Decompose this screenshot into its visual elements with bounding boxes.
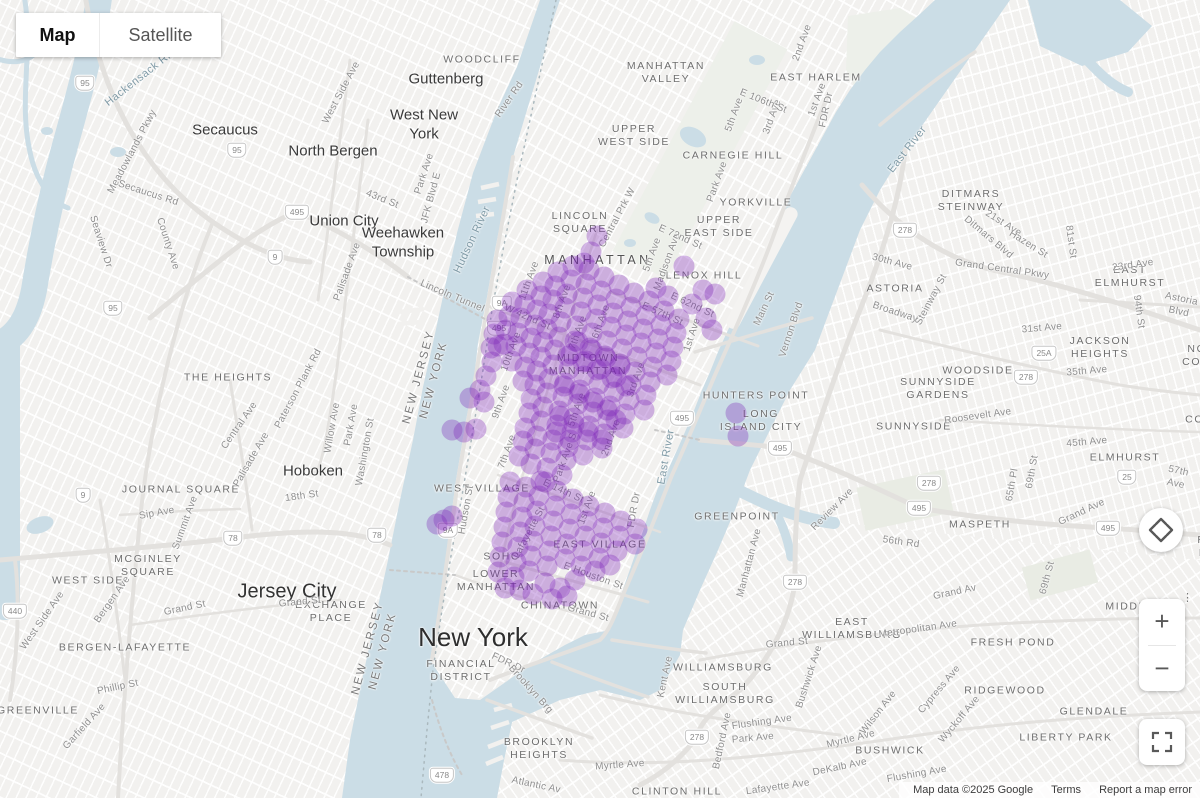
map-type-control: Map Satellite	[16, 13, 221, 57]
zoom-control: + −	[1139, 599, 1185, 691]
map-data-credit: Map data ©2025 Google	[913, 784, 1034, 796]
report-map-error-link[interactable]: Report a map error	[1099, 784, 1192, 796]
pan-control[interactable]	[1139, 508, 1183, 552]
fullscreen-button[interactable]	[1139, 719, 1185, 765]
terms-link[interactable]: Terms	[1051, 784, 1082, 796]
fullscreen-icon	[1151, 731, 1173, 753]
map-button[interactable]: Map	[16, 13, 99, 57]
pan-arrows-icon	[1148, 517, 1174, 543]
zoom-out-button[interactable]: −	[1154, 652, 1170, 683]
attribution-bar: Map data ©2025 Google Terms Report a map…	[899, 782, 1200, 798]
zoom-in-button[interactable]: +	[1154, 606, 1170, 637]
satellite-button[interactable]: Satellite	[99, 13, 221, 57]
